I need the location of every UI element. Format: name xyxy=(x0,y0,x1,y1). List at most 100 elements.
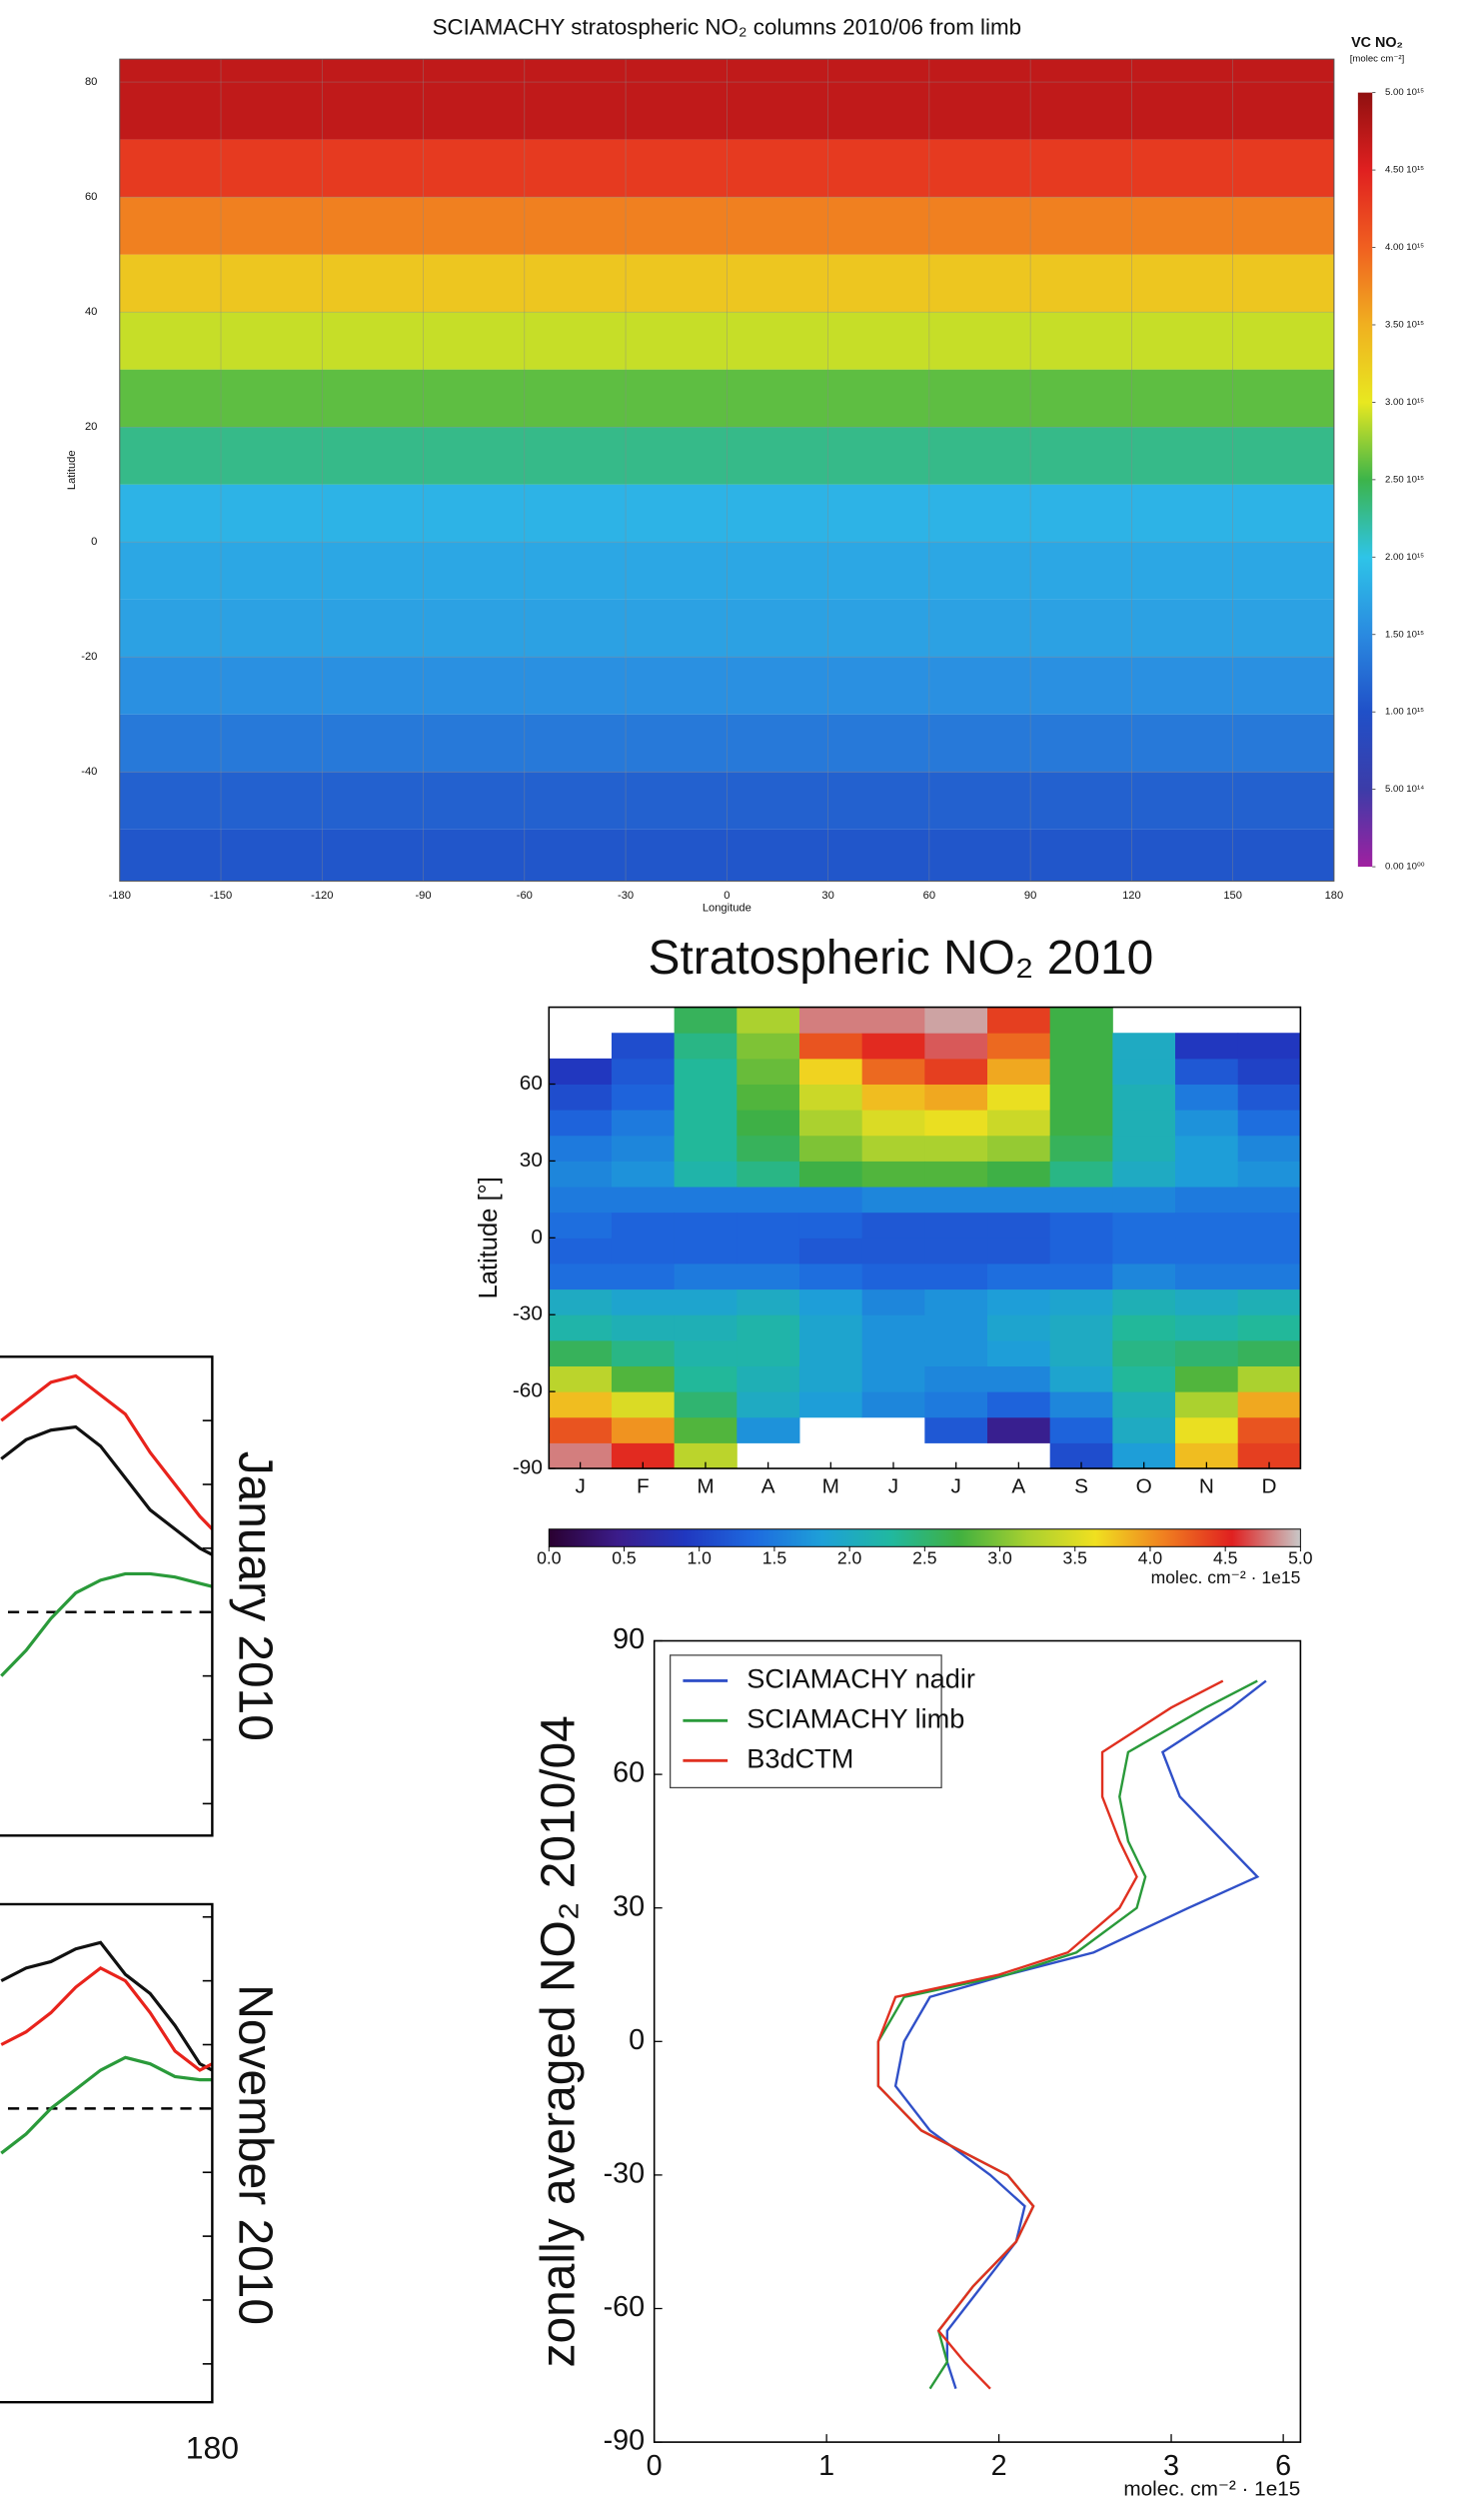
series-line xyxy=(0,1940,214,2072)
heatmap-cell xyxy=(987,1262,1051,1290)
x-tick-label: 3 xyxy=(1163,2450,1179,2482)
y-axis-label: Latitude xyxy=(66,450,78,490)
heatmap-cell xyxy=(1112,1314,1176,1341)
heatmap-cell xyxy=(861,1033,925,1060)
heatmap-cell xyxy=(924,1110,988,1137)
colorbar-tick-label: 5.00 10¹⁴ xyxy=(1385,784,1424,795)
heatmap-cell xyxy=(924,1007,988,1034)
heatmap-cell xyxy=(987,1187,1051,1214)
heatmap-cell xyxy=(1112,1084,1176,1111)
heatmap-cell xyxy=(1237,1314,1301,1341)
heatmap-cell xyxy=(549,1288,613,1315)
heatmap-cell xyxy=(1237,1135,1301,1162)
heatmap-cell xyxy=(737,1416,800,1443)
heatmap-cell xyxy=(1049,1212,1113,1239)
series-line xyxy=(893,1679,1267,2390)
heatmap-cell xyxy=(549,1110,613,1137)
heatmap-cell xyxy=(674,1058,738,1085)
heatmap-cell xyxy=(1175,1084,1239,1111)
heatmap-cell xyxy=(1175,1212,1239,1239)
x-tick-label: -30 xyxy=(618,890,634,902)
colorbar-tick-label: 4.5 xyxy=(1213,1548,1238,1568)
heatmap-cell xyxy=(798,1007,863,1034)
y-tick-label: -30 xyxy=(604,2157,646,2189)
heatmap-cell xyxy=(1175,1391,1239,1418)
heatmap-cell xyxy=(1112,1110,1176,1137)
heatmap-cell xyxy=(924,1058,988,1085)
heatmap-cell xyxy=(1175,1416,1239,1443)
heatmap-cell xyxy=(737,1391,800,1418)
heatmap-cell xyxy=(549,1212,613,1239)
x-tick-label: 180 xyxy=(1325,890,1344,902)
heatmap-cell xyxy=(1112,1135,1176,1162)
heatmap-cell xyxy=(987,1288,1051,1315)
heatmap-cell xyxy=(987,1033,1051,1060)
heatmap-cell xyxy=(798,1110,863,1137)
heatmap-cell xyxy=(549,1238,613,1264)
x-tick-label: S xyxy=(1074,1475,1088,1498)
x-tick-label: -180 xyxy=(109,890,131,902)
heatmap-cell xyxy=(674,1110,738,1137)
y-tick-label: 20 xyxy=(85,421,97,433)
heatmap-cell xyxy=(1175,1187,1239,1214)
heatmap-cell xyxy=(611,1110,676,1137)
heatmap-cell xyxy=(924,1262,988,1290)
heatmap-cell xyxy=(861,1110,925,1137)
heatmap-cell xyxy=(737,1238,800,1264)
heatmap-cell xyxy=(611,1288,676,1315)
heatmap-cell xyxy=(924,1416,988,1443)
heatmap-cell xyxy=(1237,1187,1301,1214)
heatmap-cell xyxy=(1237,1288,1301,1315)
x-tick-label: 2 xyxy=(991,2450,1007,2482)
x-tick-label: D xyxy=(1262,1475,1277,1498)
y-tick-label: 30 xyxy=(613,1890,645,1922)
colorbar-tick-label: 1.5 xyxy=(762,1548,787,1568)
heatmap-cell xyxy=(1237,1110,1301,1137)
heatmap-cell xyxy=(674,1391,738,1418)
heatmap-cell xyxy=(798,1365,863,1392)
colorbar-tick-label: 4.00 10¹⁵ xyxy=(1385,242,1424,253)
heatmap-cell xyxy=(1049,1238,1113,1264)
heatmap-cell xyxy=(611,1262,676,1290)
legend-label: B3dCTM xyxy=(746,1742,853,1773)
heatmap-cell xyxy=(1112,1058,1176,1085)
y-tick-label: -90 xyxy=(604,2425,646,2457)
colorbar-tick-label: 1.00 10¹⁵ xyxy=(1385,707,1424,718)
colorbar-tick-label: 4.0 xyxy=(1138,1548,1163,1568)
heatmap-cell xyxy=(987,1084,1051,1111)
heatmap-cell xyxy=(798,1187,863,1214)
heatmap-cell xyxy=(1175,1135,1239,1162)
heatmap-cell xyxy=(737,1187,800,1214)
heatmap-cell xyxy=(1049,1033,1113,1060)
heatmap-cell xyxy=(611,1084,676,1111)
heatmap-cell xyxy=(611,1135,676,1162)
colorbar-tick-label: 5.0 xyxy=(1288,1548,1313,1568)
heatmap-cell xyxy=(924,1212,988,1239)
x-tick-label: -150 xyxy=(210,890,232,902)
x-tick-label: 1 xyxy=(818,2450,834,2482)
heatmap-cell xyxy=(1112,1161,1176,1188)
heatmap-cell xyxy=(798,1135,863,1162)
plot-frame xyxy=(119,58,1335,882)
heatmap-cell xyxy=(987,1135,1051,1162)
heatmap-cell xyxy=(1112,1391,1176,1418)
heatmap-cell xyxy=(1175,1314,1239,1341)
heatmap-cell xyxy=(611,1033,676,1060)
x-tick-label: 6 xyxy=(1275,2450,1291,2482)
heatmap-cell xyxy=(987,1058,1051,1085)
heatmap-cell xyxy=(611,1161,676,1188)
x-axis-label: Longitude xyxy=(703,903,751,915)
heatmap-cell xyxy=(1237,1238,1301,1264)
heatmap-cell xyxy=(1175,1339,1239,1366)
heatmap-cell xyxy=(1237,1084,1301,1111)
heatmap-cell xyxy=(737,1161,800,1188)
heatmap-cell xyxy=(674,1161,738,1188)
heatmap-cell xyxy=(674,1238,738,1264)
series-line xyxy=(0,1965,214,2072)
heatmap-cell xyxy=(987,1314,1051,1341)
heatmap-cell xyxy=(1237,1339,1301,1366)
series-line xyxy=(0,1424,214,1556)
heatmap-cell xyxy=(924,1314,988,1341)
colorbar-tick-label: 0.00 10⁰⁰ xyxy=(1385,862,1425,873)
